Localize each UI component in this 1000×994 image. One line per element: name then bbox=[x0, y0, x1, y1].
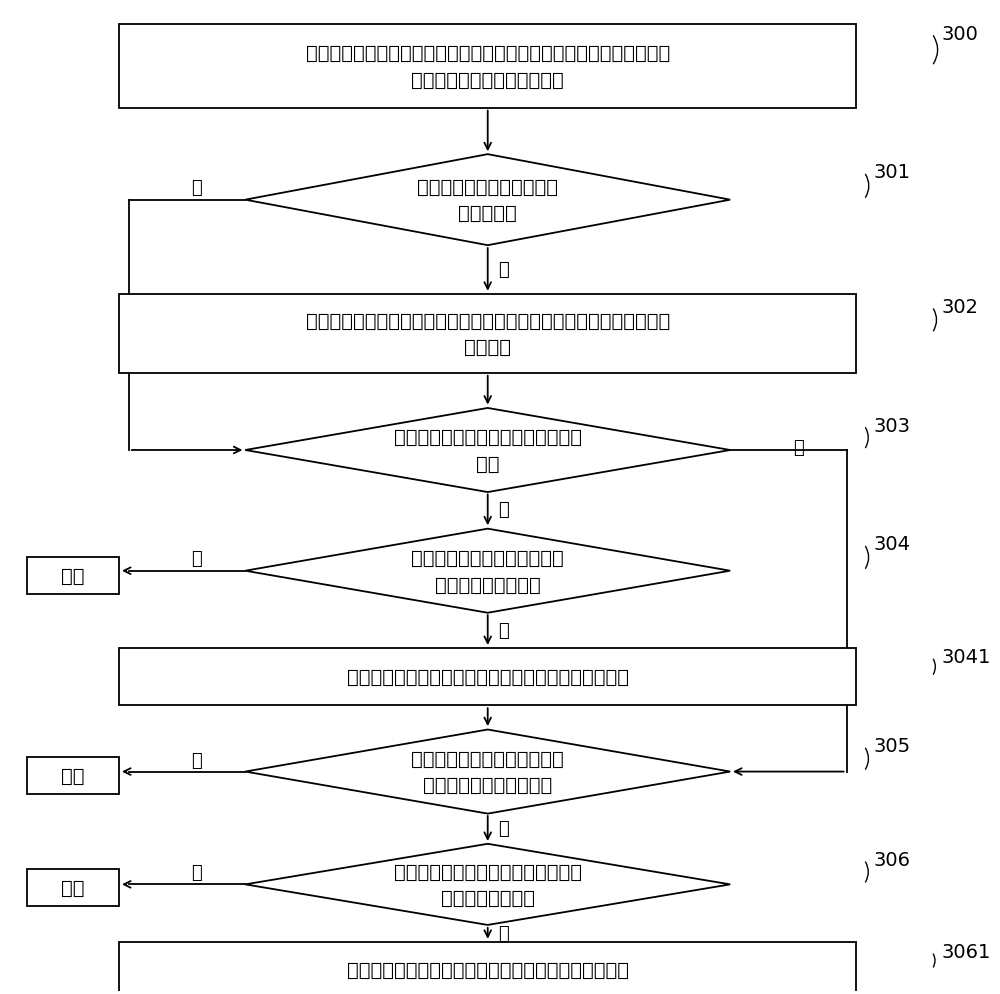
Text: 确定向所述本地资源管理中心申请的共享频谱宽度满足所述业务的共享
频谱需求: 确定向所述本地资源管理中心申请的共享频谱宽度满足所述业务的共享 频谱需求 bbox=[306, 311, 670, 357]
Text: 303: 303 bbox=[874, 416, 911, 435]
Text: 304: 304 bbox=[874, 535, 911, 554]
Text: 否: 否 bbox=[498, 260, 509, 278]
Text: 是: 是 bbox=[498, 923, 509, 942]
FancyBboxPatch shape bbox=[119, 294, 856, 374]
Text: 查看所述共享频谱的利用率是
否大于所述第一预设阈值: 查看所述共享频谱的利用率是 否大于所述第一预设阈值 bbox=[411, 749, 564, 794]
Text: 305: 305 bbox=[874, 737, 911, 755]
Text: 向所述本地资源管理中心申请预设的最小共享频谱宽度: 向所述本地资源管理中心申请预设的最小共享频谱宽度 bbox=[347, 960, 629, 979]
Text: 结束: 结束 bbox=[61, 567, 84, 585]
Text: 结束: 结束 bbox=[61, 766, 84, 785]
Text: 查看所述授权频谱的利用率是
否大于第一预设阈值: 查看所述授权频谱的利用率是 否大于第一预设阈值 bbox=[411, 549, 564, 593]
Text: 结束: 结束 bbox=[61, 878, 84, 897]
Polygon shape bbox=[245, 155, 730, 246]
Text: 301: 301 bbox=[874, 163, 911, 182]
Text: 是: 是 bbox=[498, 621, 509, 639]
Text: 302: 302 bbox=[942, 298, 979, 317]
Text: 查看所述基站是否有已经使用的共享
频谱: 查看所述基站是否有已经使用的共享 频谱 bbox=[394, 427, 582, 473]
Text: 306: 306 bbox=[874, 850, 911, 869]
Text: 查看所述授权频谱的利用率是否大于
等于第二预设阈值: 查看所述授权频谱的利用率是否大于 等于第二预设阈值 bbox=[394, 862, 582, 908]
FancyBboxPatch shape bbox=[27, 757, 119, 794]
FancyBboxPatch shape bbox=[119, 942, 856, 994]
Text: 是: 是 bbox=[191, 179, 202, 197]
Text: 否: 否 bbox=[191, 550, 202, 568]
Text: 否: 否 bbox=[191, 864, 202, 882]
Text: 否: 否 bbox=[191, 750, 202, 769]
Polygon shape bbox=[245, 730, 730, 814]
Text: 否: 否 bbox=[498, 501, 509, 519]
FancyBboxPatch shape bbox=[27, 869, 119, 907]
Text: 3041: 3041 bbox=[942, 648, 991, 667]
Text: 300: 300 bbox=[942, 25, 978, 44]
Polygon shape bbox=[245, 409, 730, 493]
Polygon shape bbox=[245, 529, 730, 613]
Text: 是: 是 bbox=[793, 438, 803, 456]
FancyBboxPatch shape bbox=[27, 558, 119, 594]
Text: 向所述本地资源管理中心申请预设的最小共享频谱宽度: 向所述本地资源管理中心申请预设的最小共享频谱宽度 bbox=[347, 667, 629, 687]
FancyBboxPatch shape bbox=[119, 648, 856, 706]
Polygon shape bbox=[245, 844, 730, 925]
Text: 基站获取该基站内业务的共享频谱需求，以及当前基站使用的共享频谱
的利用率、授权频谱的利用率: 基站获取该基站内业务的共享频谱需求，以及当前基站使用的共享频谱 的利用率、授权频… bbox=[306, 45, 670, 89]
Text: 是: 是 bbox=[498, 819, 509, 837]
Text: 判断所述业务的共享频谱需
求是否为零: 判断所述业务的共享频谱需 求是否为零 bbox=[417, 178, 558, 224]
FancyBboxPatch shape bbox=[119, 25, 856, 109]
Text: 3061: 3061 bbox=[942, 942, 991, 961]
